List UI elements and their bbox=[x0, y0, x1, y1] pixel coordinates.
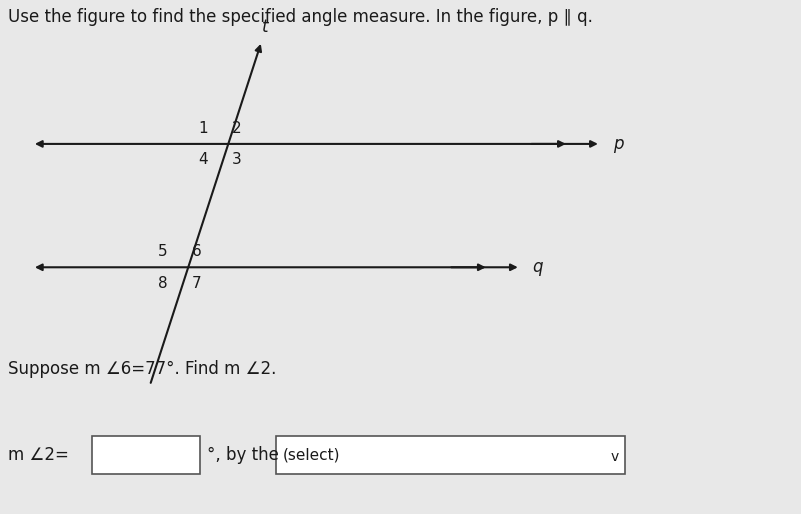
FancyBboxPatch shape bbox=[92, 435, 200, 474]
Text: 8: 8 bbox=[158, 276, 167, 290]
Text: m ∠2=: m ∠2= bbox=[8, 446, 69, 464]
Text: t: t bbox=[263, 18, 269, 36]
Text: p: p bbox=[613, 135, 623, 153]
Text: 1: 1 bbox=[198, 121, 207, 136]
Text: 7: 7 bbox=[192, 276, 202, 290]
Text: 5: 5 bbox=[158, 244, 167, 259]
Text: 3: 3 bbox=[232, 152, 242, 167]
Text: q: q bbox=[533, 258, 543, 277]
Text: 2: 2 bbox=[232, 121, 242, 136]
Text: °, by the: °, by the bbox=[207, 446, 279, 464]
FancyBboxPatch shape bbox=[276, 435, 625, 474]
Text: v: v bbox=[610, 450, 618, 465]
Text: 6: 6 bbox=[192, 244, 202, 259]
Text: (select): (select) bbox=[283, 447, 340, 463]
Text: 4: 4 bbox=[198, 152, 207, 167]
Text: Suppose m ∠6=77°. Find m ∠2.: Suppose m ∠6=77°. Find m ∠2. bbox=[8, 360, 276, 378]
Text: Use the figure to find the specified angle measure. In the figure, p ∥ q.: Use the figure to find the specified ang… bbox=[8, 8, 593, 26]
